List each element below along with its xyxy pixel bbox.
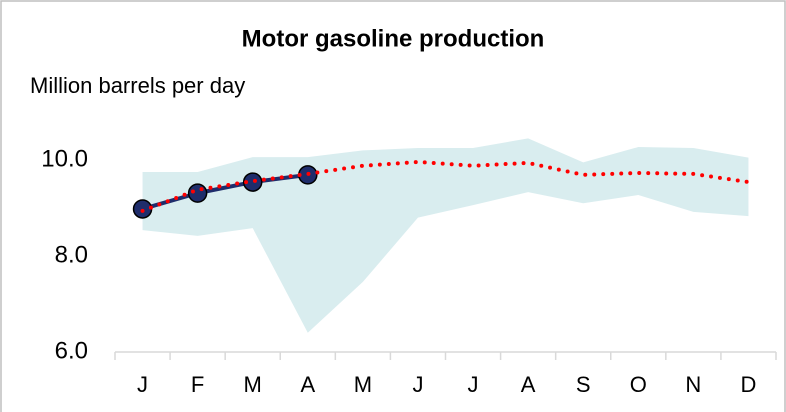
x-tick-label: J	[412, 372, 423, 397]
marker	[187, 183, 208, 203]
x-tick-label: O	[630, 372, 647, 397]
x-tick-label: A	[300, 372, 315, 397]
y-axis-unit: Million barrels per day	[30, 73, 245, 98]
chart-title: Motor gasoline production	[242, 25, 545, 52]
y-tick-label: 6.0	[55, 337, 88, 364]
average-line	[140, 159, 751, 213]
x-tick-label: J	[468, 372, 479, 397]
x-tick-label: S	[576, 372, 591, 397]
x-tick-label: N	[685, 372, 701, 397]
x-tick-label: M	[354, 372, 372, 397]
x-tick-label: M	[244, 372, 262, 397]
x-tick-label: A	[521, 372, 536, 397]
marker	[242, 172, 263, 192]
range-band	[142, 138, 749, 333]
x-tick-label: D	[741, 372, 757, 397]
y-tick-label: 8.0	[55, 241, 88, 268]
x-tick-label: F	[191, 372, 204, 397]
x-tick-label: J	[137, 372, 148, 397]
y-tick-label: 10.0	[41, 145, 88, 172]
